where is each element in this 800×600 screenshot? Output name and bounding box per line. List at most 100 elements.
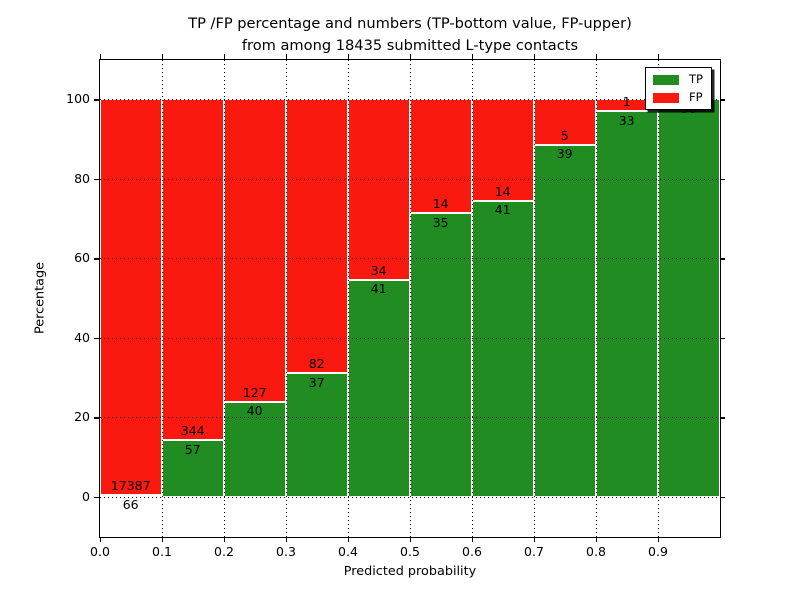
fp-count-label: 5 xyxy=(560,127,569,143)
x-tick-label: 0.9 xyxy=(648,544,668,559)
y-tick-mark-right xyxy=(719,417,725,419)
fp-bar-segment xyxy=(161,99,224,441)
x-tick-mark xyxy=(99,536,101,542)
fp-bar-segment xyxy=(99,99,162,496)
v-gridline xyxy=(285,59,287,537)
v-gridline xyxy=(657,59,659,537)
x-tick-mark-top xyxy=(533,53,535,59)
x-tick-label: 0.1 xyxy=(152,544,172,559)
x-tick-label: 0.6 xyxy=(462,544,482,559)
x-tick-label: 0.5 xyxy=(400,544,420,559)
y-tick-mark-right xyxy=(719,178,725,181)
v-gridline xyxy=(533,59,535,537)
tp-bar-segment xyxy=(471,200,534,497)
y-tick-mark xyxy=(93,258,99,260)
x-tick-label: 0.4 xyxy=(338,544,358,559)
fp-count-label: 127 xyxy=(242,384,267,400)
x-tick-mark-top xyxy=(471,53,473,59)
tp-bar-segment xyxy=(99,495,162,498)
fp-count-label: 82 xyxy=(308,356,325,372)
x-tick-mark-top xyxy=(285,53,287,59)
fp-count-label: 1 xyxy=(622,94,631,110)
y-tick-mark-right xyxy=(719,337,725,340)
x-tick-label: 0.8 xyxy=(586,544,606,559)
tp-count-label: 33 xyxy=(618,112,635,128)
x-tick-label: 0.2 xyxy=(214,544,234,559)
y-tick-label: 100 xyxy=(66,91,90,107)
v-gridline xyxy=(595,59,597,537)
v-gridline xyxy=(161,59,163,537)
tp-count-label: 37 xyxy=(308,374,325,390)
x-tick-label: 0.7 xyxy=(524,544,544,559)
fp-swatch-icon xyxy=(653,92,679,103)
fp-bar-segment xyxy=(471,99,534,201)
y-tick-mark-right xyxy=(719,258,725,260)
tp-bar-segment xyxy=(285,373,348,497)
tp-bar-segment xyxy=(657,99,720,497)
x-tick-mark-top xyxy=(223,53,225,59)
y-tick-mark xyxy=(93,99,99,101)
tp-count-label: 39 xyxy=(556,146,573,162)
tp-count-label: 35 xyxy=(432,214,449,230)
y-tick-mark xyxy=(93,496,99,499)
fp-bar-segment xyxy=(409,99,472,213)
chart-title-line2: from among 18435 submitted L-type contac… xyxy=(241,36,579,54)
legend-item-fp: FP xyxy=(653,90,704,104)
fp-count-label: 344 xyxy=(180,423,205,439)
chart-title-line1: TP /FP percentage and numbers (TP-bottom… xyxy=(188,15,632,32)
x-axis-label: Predicted probability xyxy=(343,564,477,579)
tp-bar-segment xyxy=(347,279,410,497)
tp-count-label: 41 xyxy=(370,281,387,297)
x-tick-mark-top xyxy=(595,53,597,59)
x-tick-mark xyxy=(285,536,287,542)
tp-count-label: 41 xyxy=(494,202,511,218)
x-tick-mark-top xyxy=(657,53,659,59)
y-tick-mark-right xyxy=(719,496,725,499)
x-tick-mark xyxy=(657,536,659,542)
fp-count-label: 14 xyxy=(432,196,449,211)
x-tick-mark xyxy=(409,536,411,542)
x-tick-label: 0.3 xyxy=(276,544,296,559)
tp-bar-segment xyxy=(533,144,596,497)
tp-swatch-icon xyxy=(653,74,679,85)
legend-label-fp: FP xyxy=(689,90,703,104)
y-tick-mark-right xyxy=(719,99,725,101)
x-tick-mark xyxy=(595,536,597,542)
tp-bar-segment xyxy=(161,440,224,497)
fp-count-label: 34 xyxy=(370,262,387,278)
fp-bar-segment xyxy=(223,99,286,402)
x-tick-label: 0.0 xyxy=(90,544,110,559)
x-tick-mark-top xyxy=(99,53,101,59)
tp-count-label: 57 xyxy=(184,441,201,457)
x-tick-mark xyxy=(161,536,163,542)
tp-bar-segment xyxy=(409,213,472,497)
y-tick-mark xyxy=(93,337,99,340)
chart-title: TP /FP percentage and numbers (TP-bottom… xyxy=(100,13,720,56)
y-tick-label: 40 xyxy=(74,329,90,345)
x-tick-mark xyxy=(533,536,535,542)
legend-label-tp: TP xyxy=(689,72,703,86)
v-gridline xyxy=(347,59,349,537)
y-axis-label: Percentage xyxy=(32,262,48,334)
x-tick-mark xyxy=(347,536,349,542)
y-tick-label: 80 xyxy=(74,170,90,186)
plot-area: 1738766344571274082373441143514415391333… xyxy=(93,53,725,542)
y-tick-mark xyxy=(93,178,99,181)
tp-count-label: 66 xyxy=(122,496,139,512)
y-tick-label: 60 xyxy=(74,250,90,266)
fp-bar-segment xyxy=(347,99,410,280)
tp-count-label: 40 xyxy=(246,403,263,419)
tp-bar-segment xyxy=(595,111,658,497)
fp-count-label: 17387 xyxy=(110,478,151,494)
x-tick-mark-top xyxy=(409,53,411,59)
fp-count-label: 14 xyxy=(494,183,511,199)
v-gridline xyxy=(409,59,411,537)
x-tick-mark xyxy=(223,536,225,542)
legend-item-tp: TP xyxy=(653,72,704,86)
x-tick-mark-top xyxy=(161,53,163,59)
v-gridline xyxy=(223,59,225,537)
legend: TP FP xyxy=(645,67,712,110)
y-tick-label: 0 xyxy=(82,488,90,504)
y-tick-mark xyxy=(93,417,99,419)
